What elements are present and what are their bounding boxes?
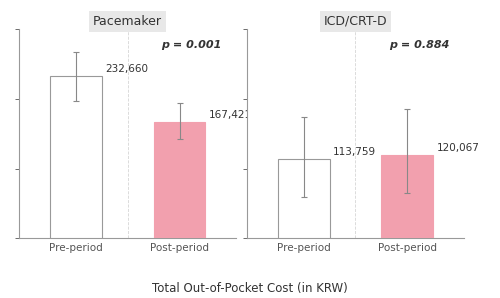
Bar [50,76,102,238]
Text: 120,067: 120,067 [437,142,480,153]
Text: p = 0.884: p = 0.884 [390,40,450,50]
Title: Pacemaker: Pacemaker [93,15,162,28]
Text: p = 0.001: p = 0.001 [162,40,222,50]
Text: 232,660: 232,660 [106,64,148,74]
Text: Total Out-of-Pocket Cost (in KRW): Total Out-of-Pocket Cost (in KRW) [152,282,348,295]
Text: 113,759: 113,759 [334,147,376,157]
Bar [154,122,206,238]
Text: 167,421: 167,421 [209,110,252,119]
Bar [278,159,330,238]
Title: ICD/CRT-D: ICD/CRT-D [324,15,388,28]
Bar [382,155,434,238]
